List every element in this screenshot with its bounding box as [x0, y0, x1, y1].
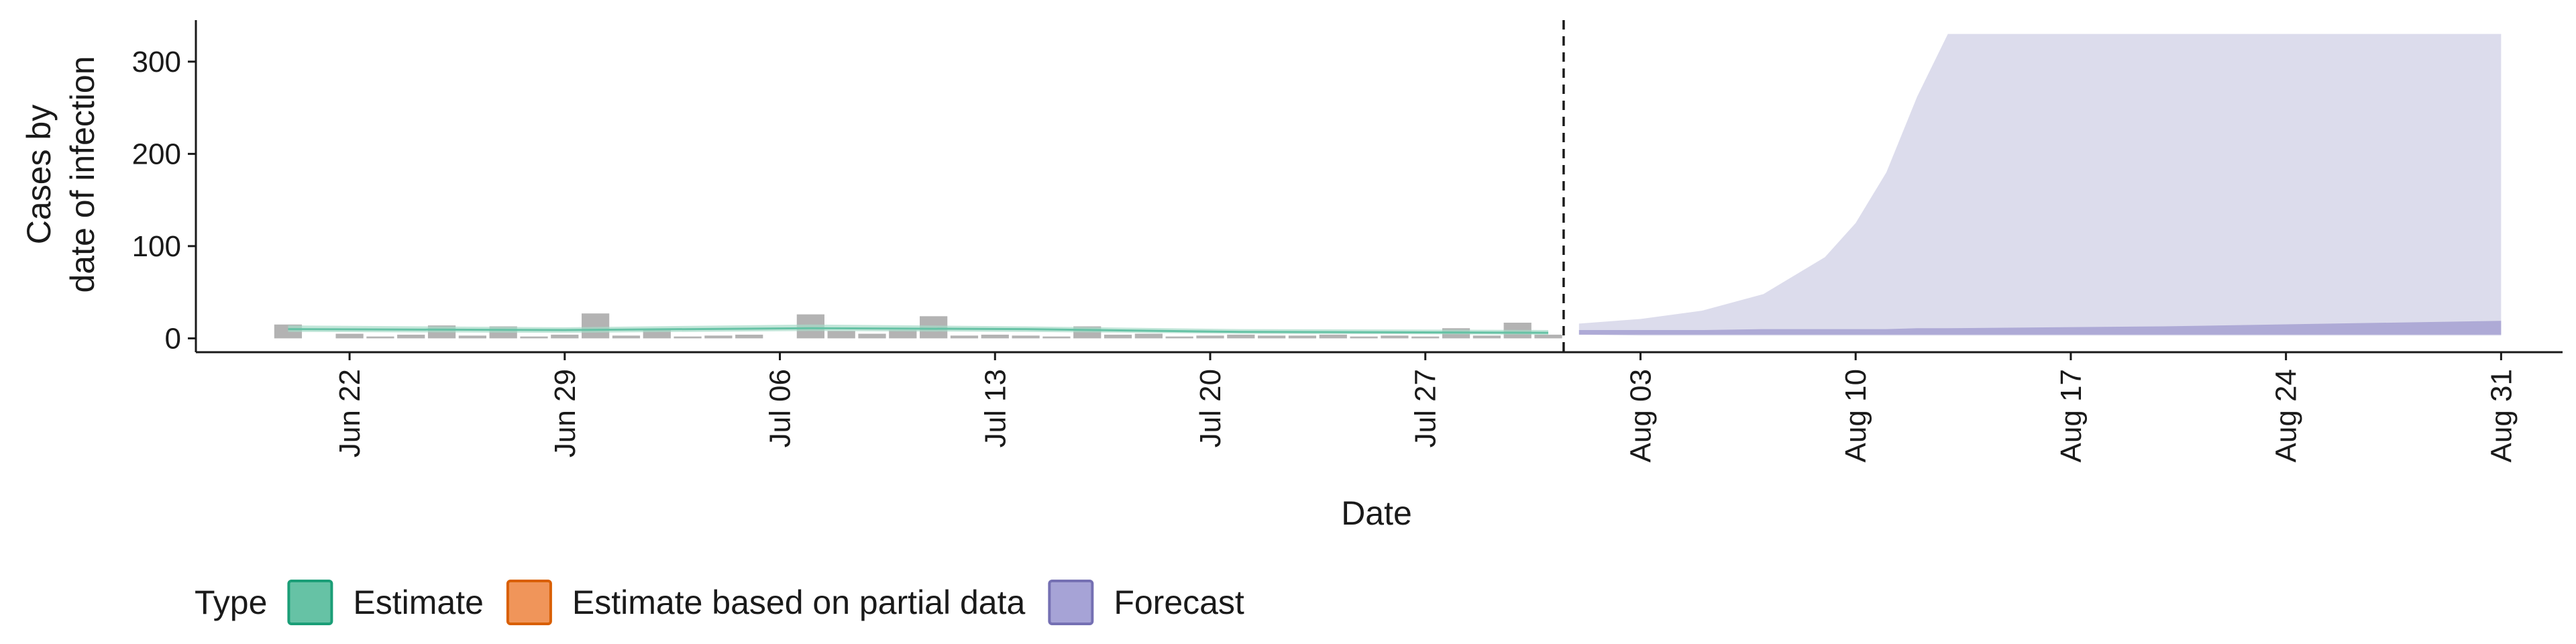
- observed-bar-2020-07-18: [1134, 333, 1163, 339]
- legend-label-1: Estimate based on partial data: [572, 584, 1026, 621]
- observed-bar-2020-07-27: [1411, 336, 1440, 339]
- observed-bar-2020-07-31: [1534, 334, 1562, 339]
- observed-bar-2020-07-10: [889, 330, 917, 339]
- y-axis-title-line1: Cases by: [20, 105, 58, 244]
- x-tick-label-1: Jun 29: [549, 369, 582, 458]
- observed-bar-2020-07-04: [704, 335, 733, 339]
- observed-bar-2020-07-05: [735, 334, 763, 339]
- y-axis-ticks: 0 100 200 300: [132, 46, 196, 355]
- observed-bar-2020-07-09: [858, 333, 886, 339]
- observed-bar-2020-06-30: [582, 313, 610, 339]
- x-tick-label-10: Aug 31: [2485, 369, 2518, 462]
- forecast-outer-ribbon: [1578, 34, 2502, 336]
- estimate-series: [288, 324, 1549, 335]
- x-tick-label-2: Jul 06: [764, 369, 797, 447]
- y-tick-label-100: 100: [132, 230, 181, 263]
- x-tick-label-9: Aug 24: [2270, 369, 2303, 462]
- x-axis-ticks: Jun 22 Jun 29 Jul 06 Jul 13 Jul 20 Jul 27 Aug …: [333, 352, 2518, 462]
- y-tick-label-300: 300: [132, 46, 181, 78]
- y-tick-label-200: 200: [132, 138, 181, 170]
- legend-label-2: Forecast: [1114, 584, 1244, 621]
- observed-bar-2020-07-15: [1042, 336, 1071, 339]
- observed-bar-2020-07-08: [827, 331, 855, 339]
- x-tick-label-4: Jul 20: [1194, 369, 1227, 447]
- legend-key-1: [506, 580, 552, 625]
- observed-bar-2020-07-03: [674, 336, 702, 339]
- observed-bar-2020-07-17: [1104, 334, 1132, 339]
- legend-key-0: [287, 580, 333, 625]
- axes: [195, 20, 2563, 354]
- observed-bar-2020-07-22: [1258, 335, 1286, 339]
- forecast-inner-ribbon: [1578, 321, 2502, 335]
- forecast-series: [1578, 34, 2502, 336]
- observed-bar-2020-07-24: [1319, 334, 1347, 339]
- x-tick-label-6: Aug 03: [1624, 369, 1657, 462]
- observed-bar-2020-07-26: [1381, 335, 1409, 339]
- observed-bar-2020-07-23: [1288, 335, 1317, 339]
- legend-title: Type: [195, 584, 267, 621]
- observed-bar-2020-07-20: [1196, 335, 1224, 339]
- legend-label-0: Estimate: [353, 584, 484, 621]
- x-tick-label-3: Jul 13: [979, 369, 1012, 447]
- observed-bar-2020-07-19: [1165, 336, 1193, 339]
- observed-bar-2020-06-22: [335, 333, 364, 339]
- observed-bar-2020-06-29: [551, 334, 579, 339]
- x-tick-label-0: Jun 22: [333, 369, 366, 458]
- x-axis-title: Date: [1341, 494, 1412, 532]
- estimate-median-line: [288, 327, 1549, 334]
- observed-bar-2020-06-28: [520, 336, 548, 339]
- y-axis-title-line2: date of infection: [64, 56, 101, 292]
- observed-bar-2020-06-26: [458, 335, 486, 339]
- y-tick-label-0: 0: [165, 322, 181, 355]
- observed-bar-2020-07-25: [1350, 336, 1378, 339]
- observed-bar-2020-07-29: [1472, 335, 1501, 339]
- observed-bar-2020-07-01: [612, 335, 641, 339]
- observed-bar-2020-07-12: [950, 335, 979, 339]
- observed-bar-2020-07-21: [1227, 334, 1255, 339]
- x-tick-label-5: Jul 27: [1409, 369, 1442, 447]
- x-tick-label-8: Aug 17: [2055, 369, 2088, 462]
- legend-key-2: [1048, 580, 1094, 625]
- observed-bar-2020-07-13: [981, 334, 1009, 339]
- observed-bar-2020-06-23: [366, 336, 394, 339]
- legend: Type Estimate Estimate based on partial d…: [195, 580, 1244, 625]
- x-tick-label-7: Aug 10: [1839, 369, 1872, 462]
- observed-bar-2020-06-24: [397, 334, 425, 339]
- observed-bar-2020-07-14: [1012, 335, 1040, 339]
